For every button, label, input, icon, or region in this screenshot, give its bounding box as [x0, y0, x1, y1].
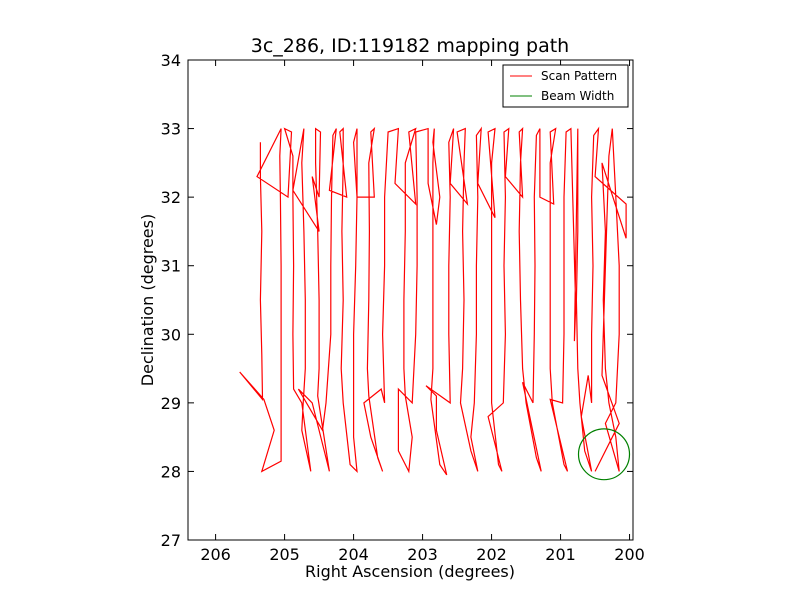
- x-tick-label: 205: [269, 545, 300, 564]
- plot-area: 206 205 204 203 202 201 200 27 28 29 30 31 32 33 34: [161, 51, 645, 564]
- y-tick-label: 30: [161, 325, 181, 344]
- y-tick-label: 28: [161, 462, 181, 481]
- beam-width-circle: [577, 428, 631, 481]
- y-tick-label: 29: [161, 394, 181, 413]
- legend: Scan Pattern Beam Width: [502, 64, 629, 108]
- x-axis-title: Right Ascension (degrees): [305, 562, 515, 581]
- x-tick-label: 203: [407, 545, 438, 564]
- y-axis-title: Declination (degrees): [138, 214, 157, 386]
- chart-title: 3c_286, ID:119182 mapping path: [251, 35, 569, 57]
- y-tick-label: 32: [161, 188, 181, 207]
- x-tick-label: 200: [614, 545, 645, 564]
- y-tick-label: 27: [161, 531, 181, 550]
- legend-label-beam-width: Beam Width: [541, 89, 614, 103]
- x-tick-label: 206: [200, 545, 231, 564]
- y-tick-label: 33: [161, 120, 181, 139]
- tick-layer: 206 205 204 203 202 201 200 27 28 29 30 31 32 33 34: [161, 51, 645, 564]
- x-tick-label: 204: [338, 545, 369, 564]
- y-tick-label: 34: [161, 51, 181, 70]
- legend-label-scan-pattern: Scan Pattern: [541, 69, 617, 83]
- x-tick-label: 202: [476, 545, 507, 564]
- series-layer: [239, 126, 631, 481]
- legend-box: [502, 64, 629, 108]
- x-tick-label: 201: [545, 545, 576, 564]
- scan-pattern-line: [239, 126, 627, 476]
- axes-frame: [187, 59, 634, 541]
- y-tick-label: 31: [161, 257, 181, 276]
